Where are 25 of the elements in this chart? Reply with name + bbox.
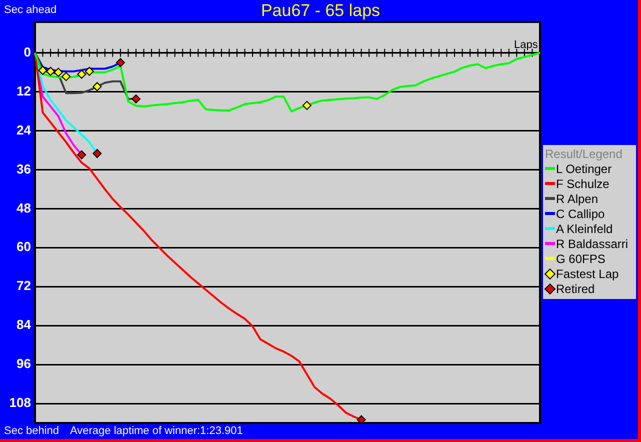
y-tick-label: 60 xyxy=(16,239,31,254)
y-tick-label: 84 xyxy=(16,317,32,332)
legend-label: Fastest Lap xyxy=(556,266,619,280)
chart-title: Pau67 - 65 laps xyxy=(260,1,380,20)
text: Average laptime of winner:1:23.901 xyxy=(70,425,243,437)
legend-label: G 60FPS xyxy=(556,252,606,266)
y-tick-label: 12 xyxy=(16,83,31,98)
y-tick-label: 96 xyxy=(16,356,31,372)
y-tick-label: 24 xyxy=(16,122,32,138)
y2-axis-title: Sec behind xyxy=(4,425,60,437)
y-tick-label: 108 xyxy=(9,395,31,410)
legend-title: Result/Legend xyxy=(545,147,624,161)
legend-label: C Callipo xyxy=(556,206,605,220)
y-tick-label: 36 xyxy=(16,161,31,176)
legend-label: Retired xyxy=(556,282,595,296)
legend-label: L Oetinger xyxy=(556,162,612,176)
y-tick-label: 48 xyxy=(16,200,31,216)
legend-label: R Alpen xyxy=(556,192,598,206)
y-axis-title: Sec ahead xyxy=(4,4,57,16)
y-tick-label: 0 xyxy=(24,44,31,60)
x-axis-title: Laps xyxy=(514,39,538,51)
legend-label: F Schulze xyxy=(556,176,610,190)
y-tick-label: 72 xyxy=(16,278,31,294)
legend-label: R Baldassarri xyxy=(556,236,628,250)
legend-label: A Kleinfeld xyxy=(556,222,613,236)
